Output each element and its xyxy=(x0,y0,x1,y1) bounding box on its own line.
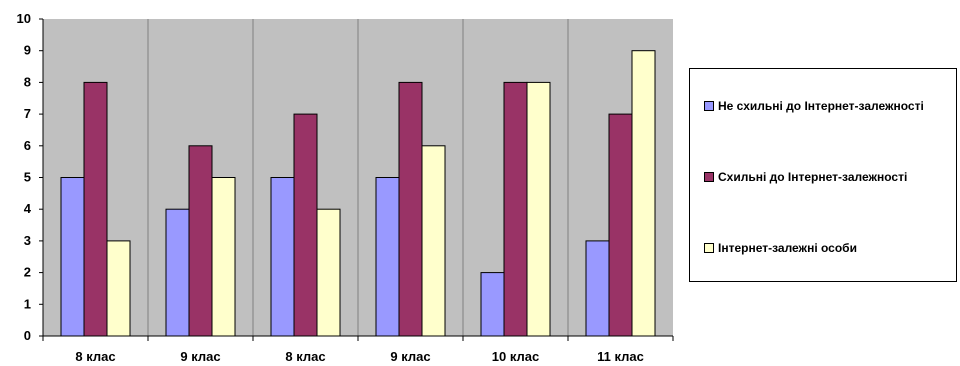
legend-item-series-3: Інтернет-залежні особи xyxy=(704,241,857,255)
bar-series-1-cat-4 xyxy=(375,177,400,337)
y-tick-label: 7 xyxy=(24,106,31,121)
legend-label-series-3: Інтернет-залежні особи xyxy=(718,241,857,255)
bar-series-1-cat-6 xyxy=(585,240,610,337)
y-tick-label: 5 xyxy=(24,170,31,185)
y-tick-label: 4 xyxy=(24,201,32,216)
bar-series-1-cat-3 xyxy=(270,177,295,337)
bar-series-2-cat-6 xyxy=(608,113,633,337)
y-tick-label: 3 xyxy=(24,233,31,248)
bar-series-3-cat-3 xyxy=(316,208,341,337)
y-tick-label: 8 xyxy=(24,74,31,89)
y-tick-label: 2 xyxy=(24,265,31,280)
legend-swatch-series-3 xyxy=(704,243,714,253)
legend-swatch-series-1 xyxy=(704,101,714,111)
legend-label-series-1: Не схильні до Інтернет-залежності xyxy=(718,99,924,113)
y-tick-label: 6 xyxy=(24,138,31,153)
x-tick-label: 11 клас xyxy=(597,349,644,364)
tick-labels: 0 1 2 3 4 5 6 7 8 9 10 8 клас 9 клас 8 клас 9 клас 10 к… xyxy=(17,11,644,364)
bar-series-2-cat-2 xyxy=(188,145,213,337)
x-tick-label: 9 клас xyxy=(390,349,430,364)
bar-series-1-cat-1 xyxy=(60,177,85,337)
y-tick-label: 0 xyxy=(24,328,31,343)
plot-area xyxy=(43,19,673,336)
bar-series-1-cat-5 xyxy=(480,272,505,337)
axes xyxy=(39,18,674,341)
bar-series-2-cat-5 xyxy=(503,81,528,337)
y-tick-label: 9 xyxy=(24,43,31,58)
bars xyxy=(60,50,656,337)
bar-series-3-cat-6 xyxy=(631,50,656,337)
legend-item-series-2: Схильні до Інтернет-залежності xyxy=(704,170,907,184)
bar-series-3-cat-5 xyxy=(526,81,551,337)
legend: Не схильні до Інтернет-залежності Схильн… xyxy=(689,68,957,282)
y-tick-label: 10 xyxy=(17,11,31,26)
legend-swatch-series-2 xyxy=(704,172,714,182)
bar-series-3-cat-2 xyxy=(211,177,236,337)
bar-series-3-cat-1 xyxy=(106,240,131,337)
legend-label-series-2: Схильні до Інтернет-залежності xyxy=(718,170,908,184)
bar-series-1-cat-2 xyxy=(165,208,190,337)
bar-series-3-cat-4 xyxy=(421,145,446,337)
x-tick-label: 8 клас xyxy=(285,349,325,364)
x-tick-label: 8 клас xyxy=(75,349,115,364)
bar-series-2-cat-1 xyxy=(83,81,108,337)
y-tick-label: 1 xyxy=(24,296,31,311)
x-tick-label: 10 клас xyxy=(492,349,539,364)
legend-item-series-1: Не схильні до Інтернет-залежності xyxy=(704,99,924,113)
bar-series-2-cat-3 xyxy=(293,113,318,337)
bar-series-2-cat-4 xyxy=(398,81,423,337)
x-tick-label: 9 клас xyxy=(180,349,220,364)
